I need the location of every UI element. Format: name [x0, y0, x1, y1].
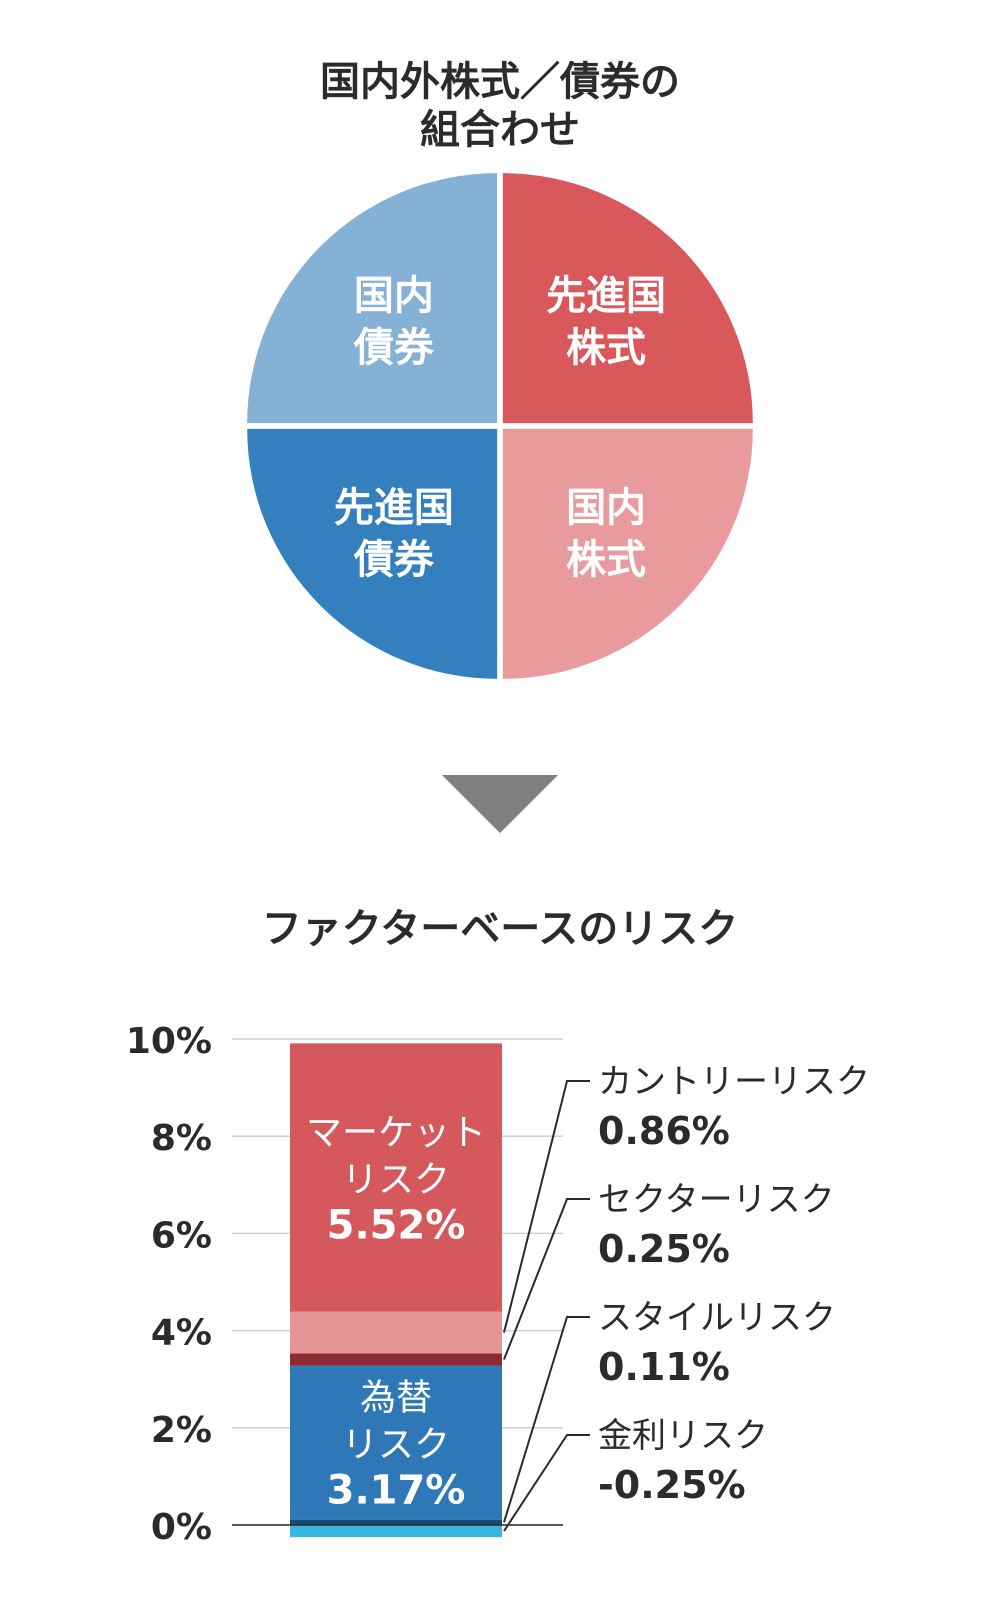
callout-value: 0.86% — [598, 1109, 730, 1153]
callout-leader-line — [503, 1434, 590, 1532]
down-arrow-icon — [442, 775, 558, 833]
callout-leader-line — [503, 1316, 590, 1523]
pie-slice — [247, 428, 498, 679]
pie-slice — [502, 428, 753, 679]
y-tick-label: 10% — [126, 1021, 212, 1062]
y-tick-label: 4% — [151, 1313, 212, 1354]
y-tick-label: 8% — [151, 1118, 212, 1159]
bar-segment-label: リスク — [342, 1160, 450, 1201]
bar-segment-label: 為替 — [360, 1378, 432, 1419]
y-tick-label: 0% — [151, 1507, 212, 1548]
bar-segment-value-label: 5.52% — [327, 1203, 466, 1249]
pie-slice — [502, 173, 753, 424]
bar-segment — [290, 1311, 502, 1354]
callout-name: 金利リスク — [598, 1416, 768, 1456]
pie-slice-label: 先進国 — [334, 485, 454, 531]
callout-name: カントリーリスク — [598, 1062, 870, 1102]
pie-title-line-1: 国内外株式／債券の — [320, 59, 680, 105]
y-tick-label: 6% — [151, 1215, 212, 1256]
bar-segment-value-label: 3.17% — [327, 1468, 466, 1514]
pie-title-line-2: 組合わせ — [420, 107, 580, 153]
callout-leader-line — [503, 1080, 590, 1333]
callout-value: -0.25% — [598, 1463, 746, 1507]
callout-value: 0.11% — [598, 1345, 730, 1389]
bar-segment — [290, 1365, 502, 1520]
bar-segment-label: マーケット — [306, 1113, 486, 1154]
pie-slice — [247, 173, 498, 424]
bar-segment — [290, 1519, 502, 1525]
callout-name: スタイルリスク — [598, 1298, 836, 1338]
pie-chart-title: 国内外株式／債券の 組合わせ — [0, 58, 1000, 154]
bar-segment-label: リスク — [342, 1425, 450, 1466]
bar-segment — [290, 1353, 502, 1366]
y-tick-label: 2% — [151, 1410, 212, 1451]
callout-name: セクターリスク — [598, 1180, 835, 1220]
bar-segment — [290, 1043, 502, 1312]
pie-slice-label: 株式 — [566, 325, 646, 371]
pie-slice-label: 債券 — [353, 537, 435, 583]
callout-leader-line — [503, 1198, 590, 1360]
callout-value: 0.25% — [598, 1227, 730, 1271]
bar-chart-title: ファクターベースのリスク — [261, 906, 739, 952]
bar-segment — [290, 1525, 502, 1538]
pie-slice-label: 国内 — [354, 273, 434, 319]
stacked-bar-chart: 0%2%4%6%8%10%為替リスク3.17%マーケットリスク5.52%カントリ… — [126, 1021, 870, 1548]
pie-slice-label: 株式 — [566, 537, 646, 583]
pie-slice-label: 先進国 — [546, 273, 666, 319]
pie-slice-label: 国内 — [566, 485, 646, 531]
pie-slice-label: 債券 — [353, 325, 435, 371]
